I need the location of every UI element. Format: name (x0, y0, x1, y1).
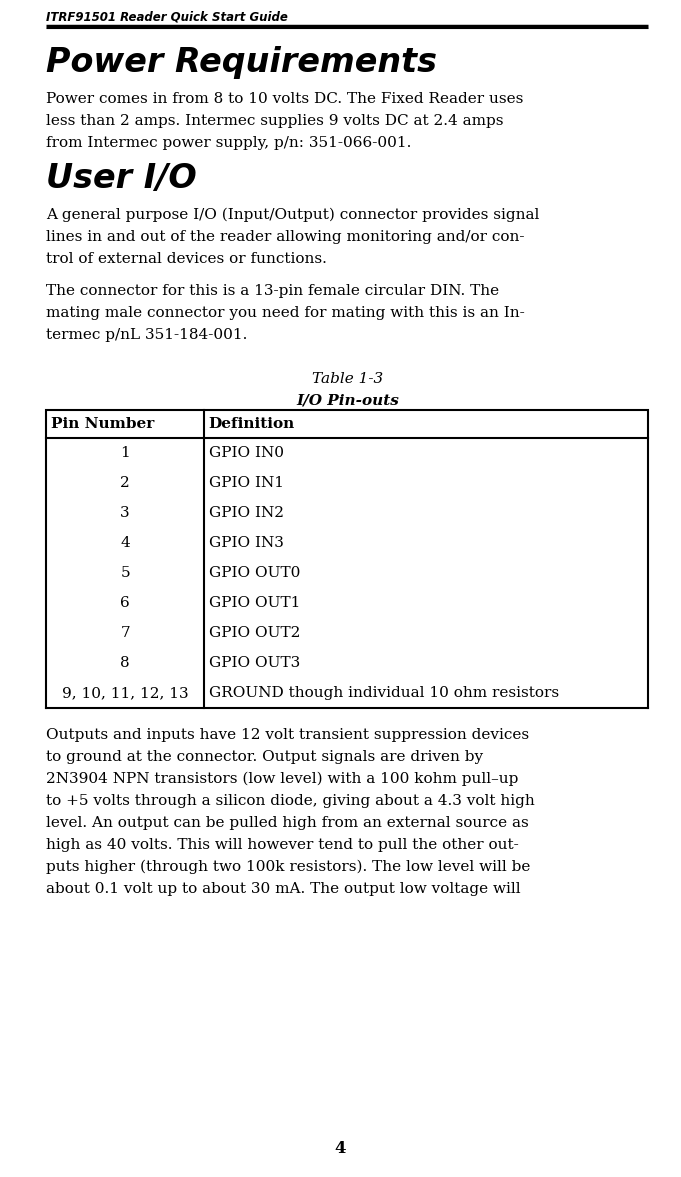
Text: 7: 7 (121, 626, 130, 640)
Text: level. An output can be pulled high from an external source as: level. An output can be pulled high from… (46, 816, 529, 830)
Text: high as 40 volts. This will however tend to pull the other out-: high as 40 volts. This will however tend… (46, 838, 519, 852)
Text: GPIO OUT1: GPIO OUT1 (208, 596, 300, 610)
Text: GPIO IN2: GPIO IN2 (208, 506, 284, 520)
Text: The connector for this is a 13-pin female circular DIN. The: The connector for this is a 13-pin femal… (46, 284, 499, 298)
Text: ITRF91501 Reader Quick Start Guide: ITRF91501 Reader Quick Start Guide (46, 9, 288, 24)
Text: from Intermec power supply, p/n: 351-066-001.: from Intermec power supply, p/n: 351-066… (46, 137, 412, 149)
Text: trol of external devices or functions.: trol of external devices or functions. (46, 252, 327, 266)
Text: about 0.1 volt up to about 30 mA. The output low voltage will: about 0.1 volt up to about 30 mA. The ou… (46, 882, 521, 896)
Text: termec p/nL 351-184-001.: termec p/nL 351-184-001. (46, 328, 248, 343)
Text: to +5 volts through a silicon diode, giving about a 4.3 volt high: to +5 volts through a silicon diode, giv… (46, 794, 535, 807)
Text: A general purpose I/O (Input/Output) connector provides signal: A general purpose I/O (Input/Output) con… (46, 208, 539, 222)
Text: 6: 6 (121, 596, 130, 610)
Text: 8: 8 (121, 656, 130, 670)
Text: Power comes in from 8 to 10 volts DC. The Fixed Reader uses: Power comes in from 8 to 10 volts DC. Th… (46, 92, 524, 106)
Text: User I/O: User I/O (46, 162, 197, 195)
Text: 3: 3 (121, 506, 130, 520)
Bar (46, 410, 648, 438)
Text: 5: 5 (121, 566, 130, 580)
Text: GPIO OUT2: GPIO OUT2 (208, 626, 300, 640)
Text: mating male connector you need for mating with this is an In-: mating male connector you need for matin… (46, 306, 525, 320)
Text: GPIO IN0: GPIO IN0 (208, 446, 284, 460)
Text: GPIO IN3: GPIO IN3 (208, 536, 283, 550)
Text: 4: 4 (121, 536, 130, 550)
Text: Power Requirements: Power Requirements (46, 46, 437, 79)
Text: Outputs and inputs have 12 volt transient suppression devices: Outputs and inputs have 12 volt transien… (46, 729, 529, 742)
Text: 9, 10, 11, 12, 13: 9, 10, 11, 12, 13 (62, 686, 189, 700)
Text: lines in and out of the reader allowing monitoring and/or con-: lines in and out of the reader allowing … (46, 230, 525, 244)
Text: 2N3904 NPN transistors (low level) with a 100 kohm pull–up: 2N3904 NPN transistors (low level) with … (46, 772, 519, 786)
Text: I/O Pin-outs: I/O Pin-outs (296, 394, 399, 408)
Text: 1: 1 (121, 446, 130, 460)
Text: GPIO OUT0: GPIO OUT0 (208, 566, 300, 580)
Text: 2: 2 (121, 476, 130, 490)
Text: GPIO IN1: GPIO IN1 (208, 476, 284, 490)
Text: less than 2 amps. Intermec supplies 9 volts DC at 2.4 amps: less than 2 amps. Intermec supplies 9 vo… (46, 114, 504, 128)
Text: Table 1-3: Table 1-3 (312, 372, 383, 386)
Text: puts higher (through two 100k resistors). The low level will be: puts higher (through two 100k resistors)… (46, 860, 530, 875)
Text: Pin Number: Pin Number (51, 417, 154, 431)
Text: GROUND though individual 10 ohm resistors: GROUND though individual 10 ohm resistor… (208, 686, 559, 700)
Text: GPIO OUT3: GPIO OUT3 (208, 656, 300, 670)
Text: Definition: Definition (208, 417, 295, 431)
Text: to ground at the connector. Output signals are driven by: to ground at the connector. Output signa… (46, 750, 484, 764)
Text: 4: 4 (335, 1141, 346, 1157)
